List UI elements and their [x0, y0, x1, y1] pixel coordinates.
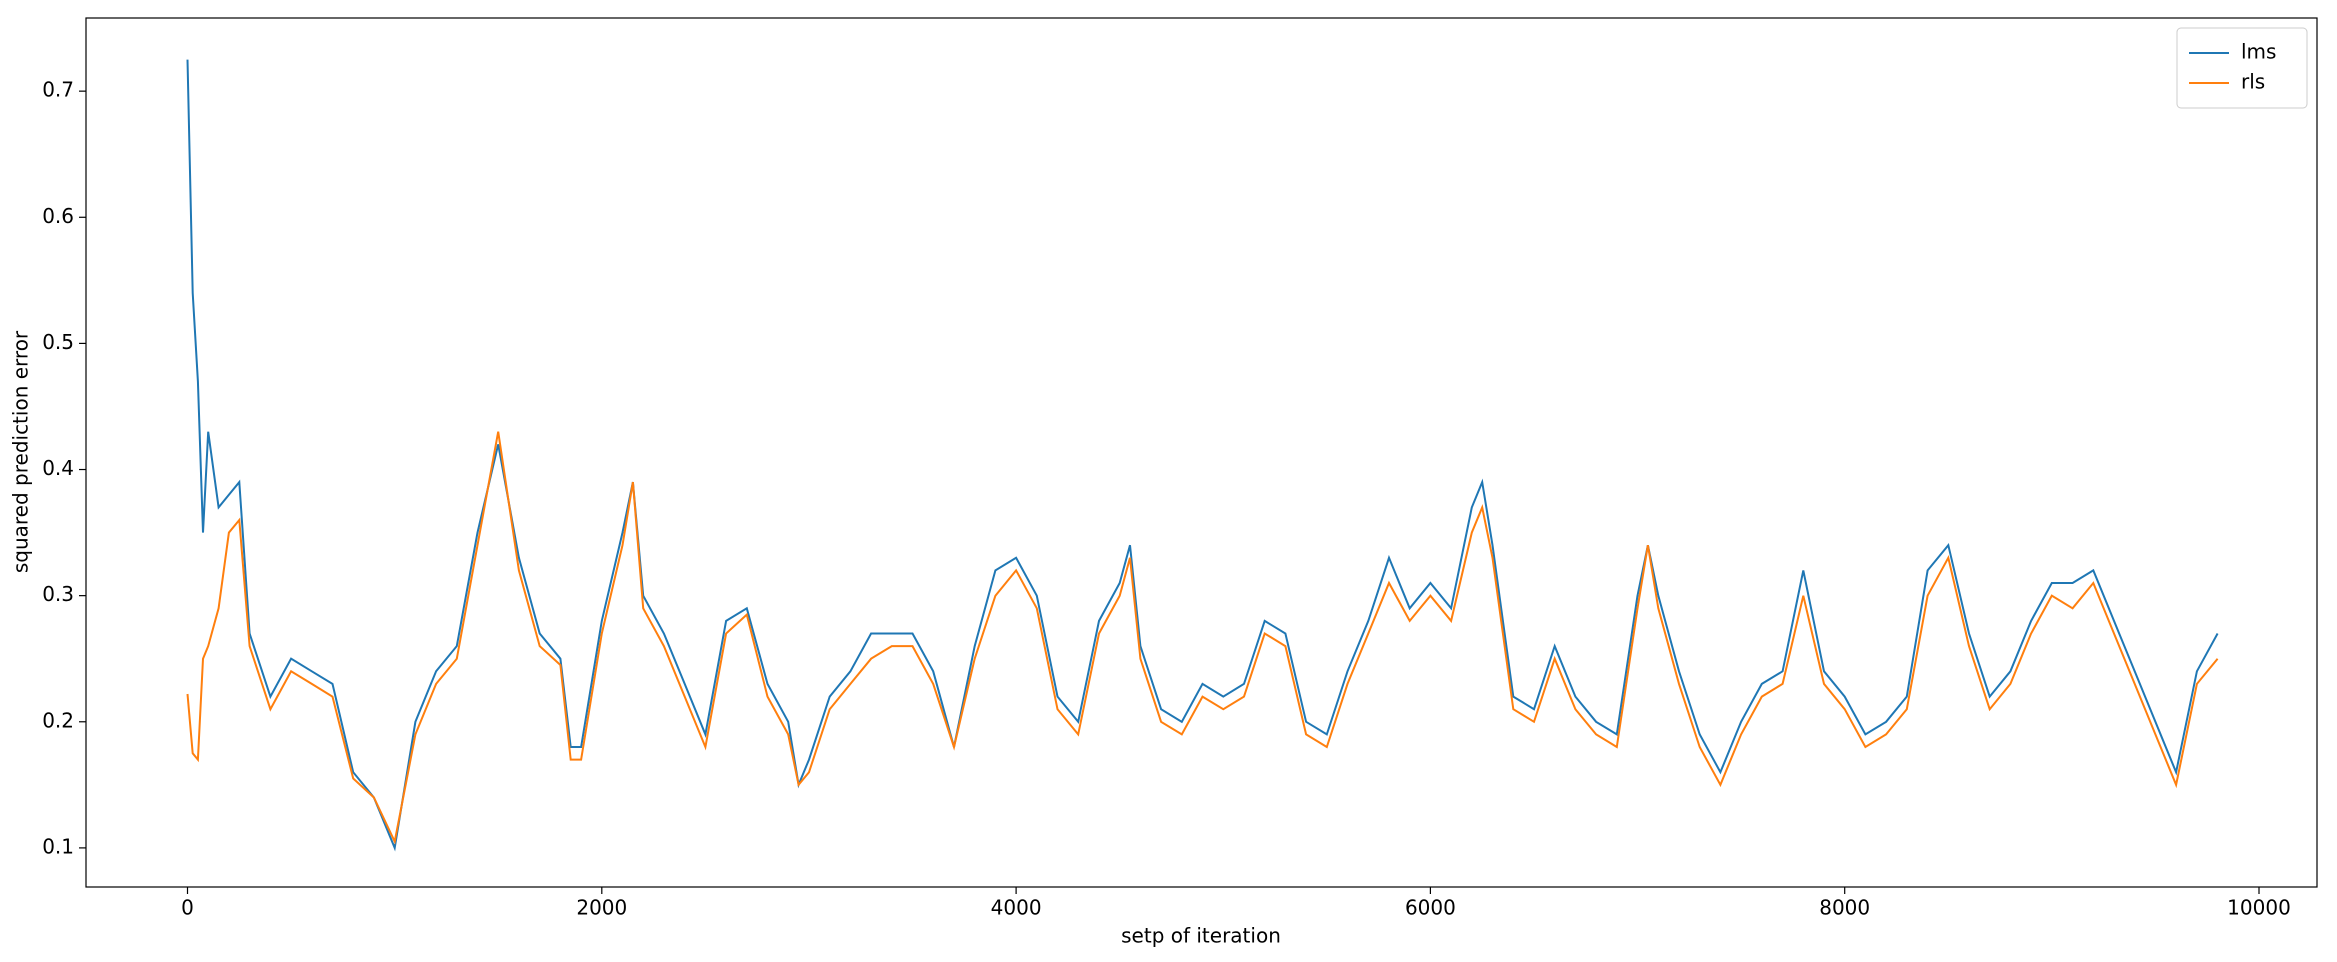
legend-label: lms [2241, 40, 2276, 64]
legend-label: rls [2241, 70, 2265, 94]
plot-frame [85, 17, 2318, 888]
x-tick-label: 8000 [1819, 896, 1870, 920]
y-tick-label: 0.6 [42, 204, 74, 228]
line-series [186, 59, 2219, 852]
y-tick-label: 0.2 [42, 708, 74, 732]
x-tick-label: 6000 [1405, 896, 1456, 920]
legend-box [2176, 27, 2308, 109]
y-tick-label: 0.3 [42, 582, 74, 606]
x-tick-label: 2000 [576, 896, 627, 920]
y-tick-label: 0.1 [42, 834, 74, 858]
x-tick-label: 0 [181, 896, 194, 920]
y-axis-label: squared prediction error [9, 330, 33, 573]
line-series [186, 431, 2219, 845]
x-tick-label: 10000 [2227, 896, 2291, 920]
x-axis-label: setp of iteration [1121, 924, 1281, 948]
y-tick-label: 0.5 [42, 330, 74, 354]
y-tick-label: 0.7 [42, 78, 74, 102]
y-tick-label: 0.4 [42, 456, 74, 480]
x-tick-label: 4000 [991, 896, 1042, 920]
